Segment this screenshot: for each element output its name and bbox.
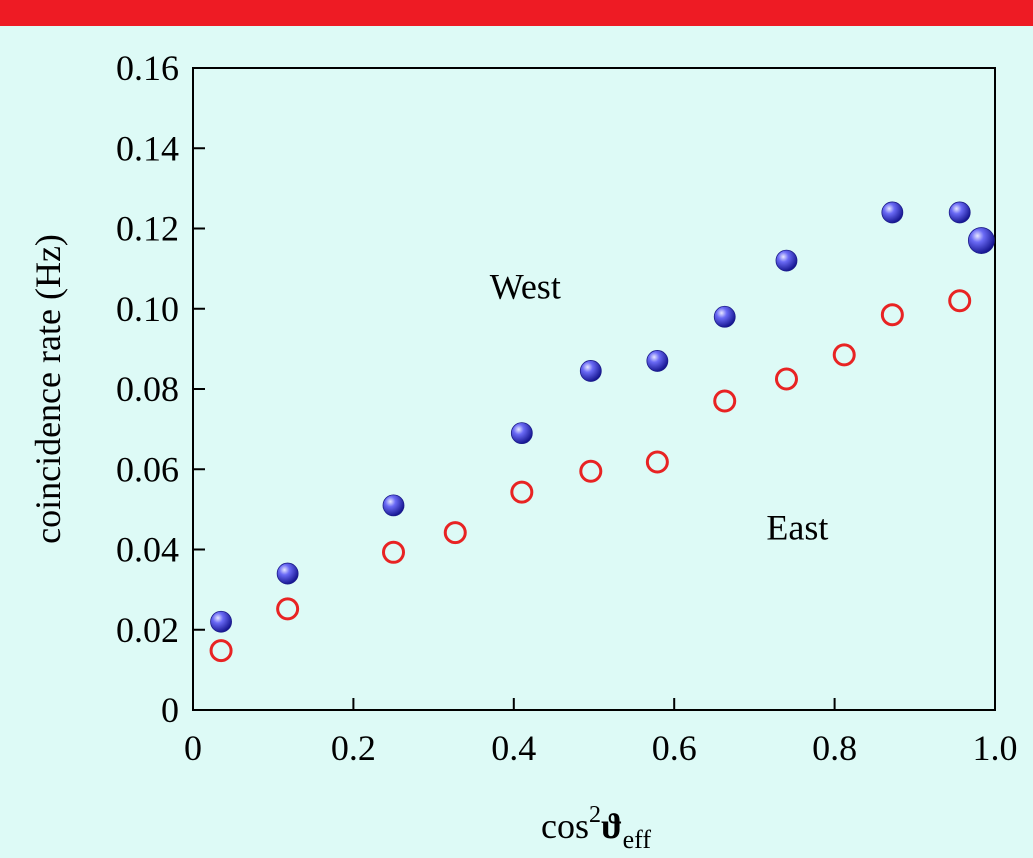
y-tick-label: 0.10 (116, 289, 179, 329)
data-point-west (948, 201, 971, 224)
data-point-west (276, 562, 299, 585)
data-point-west (646, 350, 669, 372)
data-point-east (645, 450, 669, 474)
data-point-east (276, 597, 300, 621)
x-tick-label: 0.8 (812, 728, 857, 768)
annotation-west: West (490, 267, 561, 307)
y-tick-label: 0.04 (116, 530, 179, 570)
y-tick-label: 0.12 (116, 209, 179, 249)
data-point-east (382, 540, 405, 564)
data-point-west (967, 227, 995, 254)
data-point-west (382, 494, 405, 517)
y-tick-label: 0.14 (116, 128, 179, 168)
x-tick-label: 0.4 (491, 728, 536, 768)
y-tick-label: 0.06 (116, 449, 179, 489)
x-axis-label: cos2ϑeff (541, 802, 651, 854)
data-point-east (579, 459, 603, 483)
data-point-west (775, 249, 798, 272)
data-point-west (881, 201, 904, 224)
x-axis: 0 0.2 0.4 0.6 0.8 1.0 (184, 698, 1018, 768)
data-marks (209, 201, 995, 663)
data-point-east (443, 521, 467, 545)
data-point-west (210, 610, 232, 633)
annotation-east: East (766, 507, 828, 547)
annotations: West East (490, 267, 829, 548)
y-tick-label: 0.16 (116, 48, 179, 88)
data-point-west (579, 360, 602, 382)
data-point-east (713, 389, 737, 413)
data-point-east (774, 367, 798, 391)
series-east (209, 289, 972, 663)
top-accent-bar (0, 0, 1033, 26)
x-tick-label: 0.2 (331, 728, 376, 768)
data-point-east (832, 343, 856, 367)
y-tick-label: 0.02 (116, 610, 179, 650)
series-west (210, 201, 995, 633)
x-axis-label-subscript: eff (623, 825, 652, 854)
x-tick-label: 1.0 (973, 728, 1018, 768)
data-point-east (948, 289, 972, 313)
y-axis-label: coincidence rate (Hz) (28, 234, 68, 544)
data-point-east (880, 303, 904, 327)
y-axis: 0 0.02 0.04 0.06 0.08 0.10 0.12 0.14 0.16 (116, 48, 205, 730)
x-tick-label: 0.6 (652, 728, 697, 768)
data-point-west (713, 305, 736, 328)
y-tick-label: 0 (161, 690, 179, 730)
x-axis-label-symbol: ϑ (601, 806, 623, 846)
y-tick-label: 0.08 (116, 369, 179, 409)
data-point-east (510, 480, 534, 504)
plot-area-frame (192, 67, 996, 711)
x-axis-label-base: cos (541, 806, 589, 846)
x-tick-label: 0 (184, 728, 202, 768)
x-axis-label-superscript: 2 (589, 802, 601, 828)
data-point-west (510, 422, 533, 445)
data-point-east (209, 639, 233, 663)
